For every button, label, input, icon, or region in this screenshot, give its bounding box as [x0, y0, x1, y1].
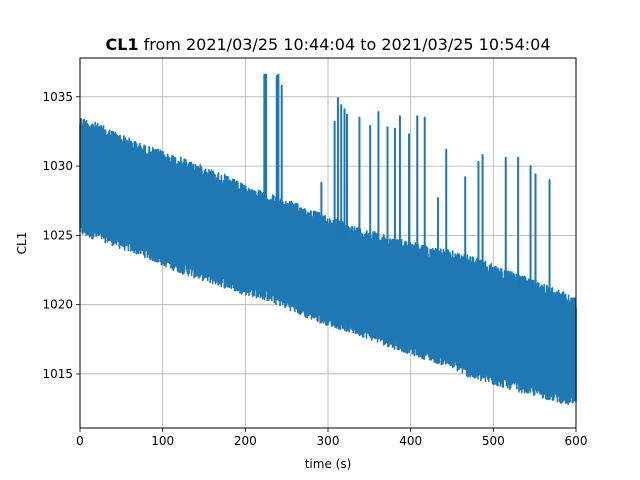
- x-tick-label: 400: [399, 434, 422, 448]
- y-tick-label: 1025: [42, 228, 73, 242]
- chart-title-rest: from 2021/03/25 10:44:04 to 2021/03/25 1…: [139, 35, 551, 54]
- data-layer: [79, 73, 577, 405]
- y-tick-label: 1020: [42, 298, 73, 312]
- x-tick-label: 300: [317, 434, 340, 448]
- y-tick-label: 1035: [42, 90, 73, 104]
- x-tick-label: 0: [76, 434, 84, 448]
- y-axis: 1015 1020 1025 1030 1035: [42, 90, 80, 381]
- y-tick-label: 1015: [42, 367, 73, 381]
- y-axis-label: CL1: [15, 232, 29, 255]
- y-tick-label: 1030: [42, 159, 73, 173]
- x-tick-label: 600: [565, 434, 588, 448]
- x-axis: 0 100 200 300 400 500 600: [76, 428, 587, 448]
- x-tick-label: 100: [151, 434, 174, 448]
- chart-title-bold: CL1: [105, 35, 138, 54]
- chart-title: CL1 from 2021/03/25 10:44:04 to 2021/03/…: [105, 35, 550, 54]
- series-line: [79, 118, 577, 405]
- x-tick-label: 200: [234, 434, 257, 448]
- x-tick-label: 500: [482, 434, 505, 448]
- x-axis-label: time (s): [305, 457, 352, 471]
